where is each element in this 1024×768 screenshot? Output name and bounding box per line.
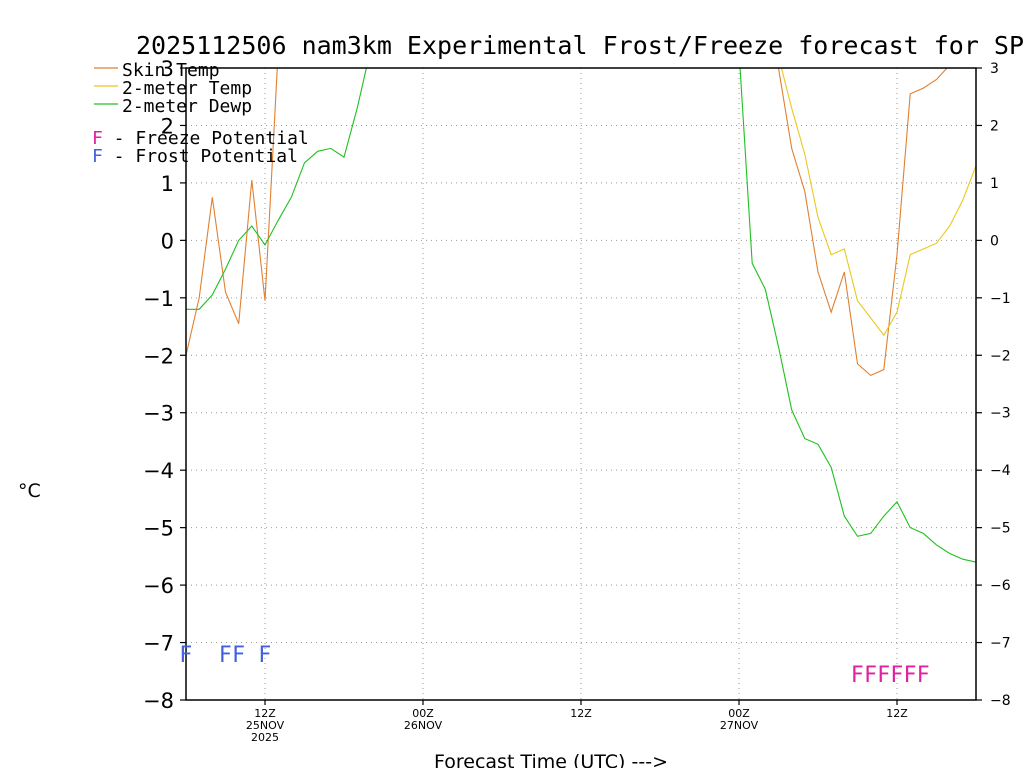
x-tick-label: 00Z xyxy=(412,707,434,720)
y-axis: −8 −8 −7 −7 −6 −6 −5 −5 −4 −4 −3 −3 −2 −2 −1 −1 0 0 1 1 2 2 3 3 xyxy=(143,57,1011,713)
legend-frost-letter: F xyxy=(92,146,103,167)
y-tick-label-right: −5 xyxy=(990,521,1011,537)
y-tick-label: −3 xyxy=(143,402,174,426)
y-tick-label-right: −6 xyxy=(990,578,1011,594)
legend: Skin Temp 2-meter Temp 2-meter Dewp F - … xyxy=(92,60,309,167)
y-axis-label: °C xyxy=(18,480,41,502)
series-line-2-meter-dewp xyxy=(186,68,367,310)
y-tick-label-right: −3 xyxy=(990,406,1011,422)
frost-freeze-flags: F F F FF F F F F F xyxy=(180,643,930,688)
y-tick-label: −2 xyxy=(143,344,174,368)
freeze-flag: F xyxy=(851,663,864,688)
frost-flag: F xyxy=(219,643,232,668)
y-tick-label-right: 0 xyxy=(990,233,999,249)
y-tick-label: 2 xyxy=(161,114,174,138)
freeze-flag: F xyxy=(864,663,877,688)
series-line-skin-temp xyxy=(777,68,948,377)
y-tick-label: 1 xyxy=(161,172,174,196)
legend-freeze-label: - Freeze Potential xyxy=(103,128,309,149)
x-tick-label: 12Z xyxy=(570,707,592,720)
y-tick-label: −7 xyxy=(143,632,174,656)
freeze-flag: F xyxy=(891,663,904,688)
x-axis-label: Forecast Time (UTC) ---> xyxy=(434,751,668,768)
y-tick-label: 0 xyxy=(161,229,174,253)
legend-label-2m-dewp: 2-meter Dewp xyxy=(122,96,252,117)
y-tick-label-right: −4 xyxy=(990,463,1011,479)
legend-freeze-entry: F - Freeze Potential xyxy=(92,128,309,149)
series-line-skin-temp xyxy=(186,68,278,356)
y-tick-label: −1 xyxy=(143,287,174,311)
y-tick-label-right: 3 xyxy=(990,61,999,77)
series-line-2-meter-dewp xyxy=(739,68,976,563)
legend-frost-label: - Frost Potential xyxy=(103,146,298,167)
freeze-flag: F xyxy=(904,663,917,688)
x-tick-label: 2025 xyxy=(251,731,279,744)
y-tick-label: −5 xyxy=(143,517,174,541)
x-tick-label: 25NOV xyxy=(246,719,285,732)
freeze-flag: F xyxy=(917,663,930,688)
series-lines xyxy=(186,68,976,563)
x-tick-label: 26NOV xyxy=(404,719,443,732)
y-tick-label-right: 2 xyxy=(990,118,999,134)
legend-label-2m-temp: 2-meter Temp xyxy=(122,78,252,99)
legend-label-skin-temp: Skin Temp xyxy=(122,60,220,81)
x-tick-label: 27NOV xyxy=(720,719,759,732)
y-tick-label-right: −8 xyxy=(990,693,1011,709)
y-tick-label: −8 xyxy=(143,689,174,713)
frost-flag: F xyxy=(180,643,193,668)
y-tick-label-right: −2 xyxy=(990,348,1011,364)
series-line-2-meter-temp xyxy=(780,68,976,337)
chart-title: 2025112506 nam3km Experimental Frost/Fre… xyxy=(136,31,1024,60)
y-tick-label-right: −7 xyxy=(990,636,1011,652)
y-tick-label-right: 1 xyxy=(990,176,999,192)
legend-frost-entry: F - Frost Potential xyxy=(92,146,298,167)
frost-flag: F xyxy=(259,643,272,668)
y-tick-label: −6 xyxy=(143,574,174,598)
x-tick-label: 12Z xyxy=(254,707,276,720)
freeze-flag: F xyxy=(878,663,891,688)
y-tick-label: 3 xyxy=(161,57,174,81)
legend-freeze-letter: F xyxy=(92,128,103,149)
grid-lines xyxy=(186,68,976,700)
y-tick-label-right: −1 xyxy=(990,291,1011,307)
x-tick-label: 12Z xyxy=(886,707,908,720)
frost-flag: F xyxy=(232,643,245,668)
x-tick-label: 00Z xyxy=(728,707,750,720)
y-tick-label: −4 xyxy=(143,459,174,483)
